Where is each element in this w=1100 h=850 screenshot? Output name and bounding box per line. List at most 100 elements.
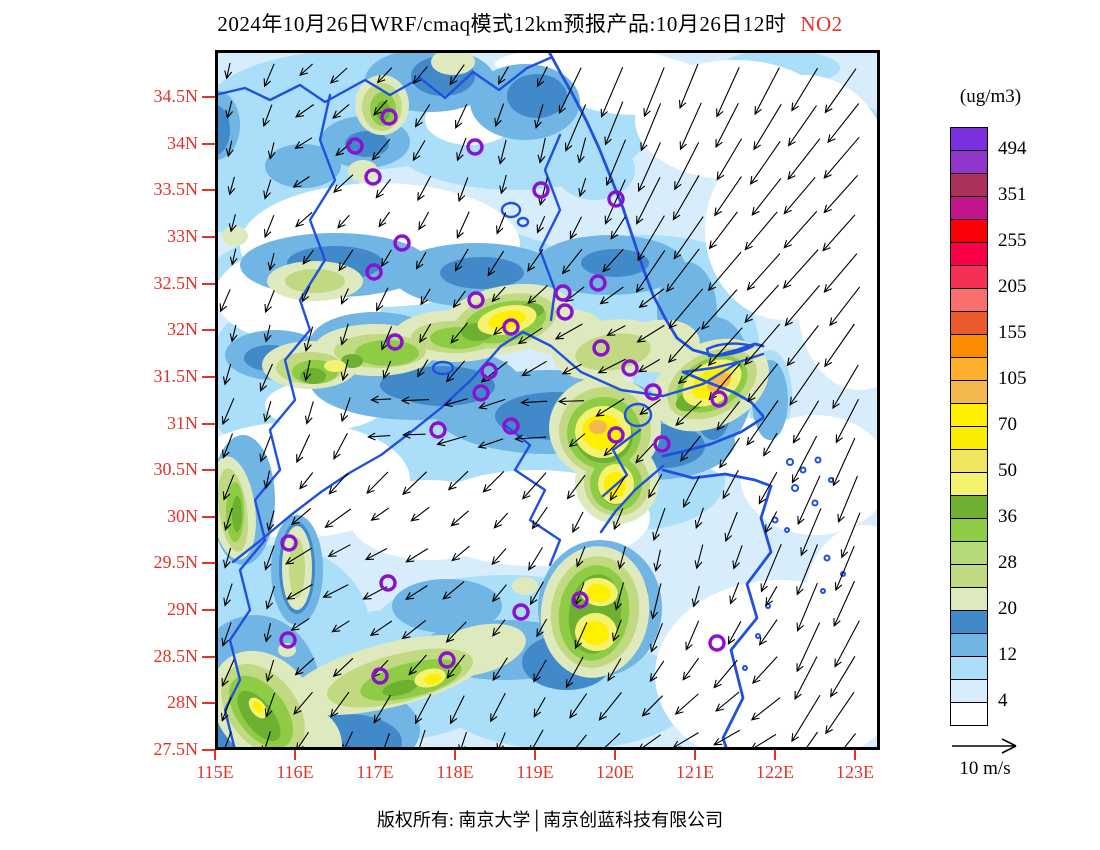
wind-arrow: [636, 324, 665, 343]
wind-arrow: [367, 432, 391, 441]
lon-label: 118E: [436, 762, 474, 782]
wind-arrow: [330, 691, 350, 718]
lat-label: 31.5N: [153, 365, 199, 386]
wind-arrow: [716, 401, 741, 431]
lat-tick: [202, 609, 215, 612]
wind-arrow: [752, 656, 778, 685]
station-marker: [621, 359, 639, 377]
wind-arrow: [825, 691, 855, 735]
wind-arrow: [301, 286, 311, 303]
wind-arrow: [569, 216, 582, 240]
wind-arrow: [835, 398, 859, 444]
legend-value-label: 494: [998, 138, 1027, 159]
wind-arrow: [783, 176, 816, 215]
legend-unit-label: (ug/m3): [959, 86, 1022, 107]
wind-arrow: [419, 323, 432, 344]
wind-arrow: [832, 364, 859, 410]
legend-color-box: [950, 541, 988, 565]
wind-arrow: [604, 179, 626, 225]
wind-arrow: [714, 176, 742, 217]
wind-arrow: [719, 437, 740, 469]
wind-arrow: [290, 617, 310, 631]
wind-arrow: [294, 137, 313, 149]
wind-arrow: [796, 582, 818, 632]
wind-arrow: [418, 211, 430, 231]
coastline-and-borders: [213, 48, 846, 752]
lat-label: 28.5N: [153, 645, 199, 666]
wind-arrow: [223, 547, 232, 569]
wind-arrow: [832, 437, 856, 487]
lat-tick: [202, 235, 215, 238]
wind-arrow: [482, 471, 505, 493]
wind-arrow: [715, 102, 739, 149]
map-frame: [215, 50, 880, 750]
wind-arrow: [568, 433, 586, 448]
wind-arrow: [675, 400, 702, 426]
station-marker: [532, 181, 550, 199]
wind-arrow: [265, 659, 275, 683]
copyright-footer: 版权所有: 南京大学│南京创蓝科技有限公司: [376, 810, 724, 830]
wind-arrow: [787, 105, 817, 147]
wind-arrow: [834, 545, 855, 592]
wind-arrow: [263, 470, 272, 490]
wind-arrow: [674, 142, 700, 191]
station-marker: [589, 274, 607, 292]
lat-label: 33N: [167, 225, 198, 246]
wind-arrow: [760, 543, 782, 593]
lon-label: 123E: [836, 762, 874, 782]
wind-arrow: [402, 471, 427, 496]
lon-label: 115E: [196, 762, 234, 782]
wind-arrow: [765, 586, 778, 607]
wind-arrow: [405, 585, 428, 600]
wind-arrow: [791, 694, 821, 743]
legend-value-label: 4: [998, 690, 1008, 711]
wind-arrow: [263, 214, 275, 239]
wind-arrow: [732, 545, 743, 570]
wind-arrow: [694, 544, 704, 570]
legend-color-box: [950, 334, 988, 358]
wind-arrow: [294, 657, 315, 676]
wind-arrow: [607, 658, 622, 682]
wind-arrow: [414, 693, 432, 725]
lat-tick: [202, 702, 215, 705]
lon-label: 120E: [596, 762, 634, 782]
wind-arrow: [456, 211, 470, 239]
wind-arrow: [837, 475, 859, 524]
legend-color-box: [950, 150, 988, 174]
wind-arrow: [527, 248, 544, 272]
wind-arrow: [536, 215, 546, 234]
lon-label: 117E: [356, 762, 394, 782]
legend-color-box: [950, 679, 988, 703]
lon-tick: [294, 750, 296, 760]
wind-arrow: [478, 398, 506, 410]
station-marker: [346, 137, 364, 155]
lat-tick: [202, 469, 215, 472]
wind-arrow: [445, 621, 467, 643]
wind-arrow: [322, 584, 349, 598]
wind-arrow: [491, 548, 507, 566]
station-markers: [279, 108, 728, 685]
legend-color-box: [950, 610, 988, 634]
legend-color-box: [950, 702, 988, 726]
legend-value-label: 155: [998, 322, 1027, 343]
wind-arrow: [443, 398, 468, 408]
wind-arrow: [746, 400, 779, 446]
wind-arrow: [220, 696, 232, 722]
station-marker: [467, 291, 485, 309]
wind-arrow: [369, 620, 393, 636]
station-marker: [438, 651, 456, 669]
wind-arrow: [716, 67, 740, 118]
lon-tick: [774, 750, 776, 760]
wind-arrow: [366, 471, 389, 494]
wind-arrow: [447, 470, 469, 491]
wind-arrow: [566, 474, 586, 500]
wind-arrow: [450, 510, 469, 527]
legend-color-box: [950, 265, 988, 289]
wind-arrow: [263, 401, 272, 423]
wind-arrow: [382, 360, 392, 380]
wind-arrow: [517, 327, 543, 345]
wind-arrow: [744, 211, 778, 251]
wind-arrow: [613, 508, 624, 531]
wind-arrow: [796, 544, 819, 596]
lat-tick: [202, 189, 215, 192]
